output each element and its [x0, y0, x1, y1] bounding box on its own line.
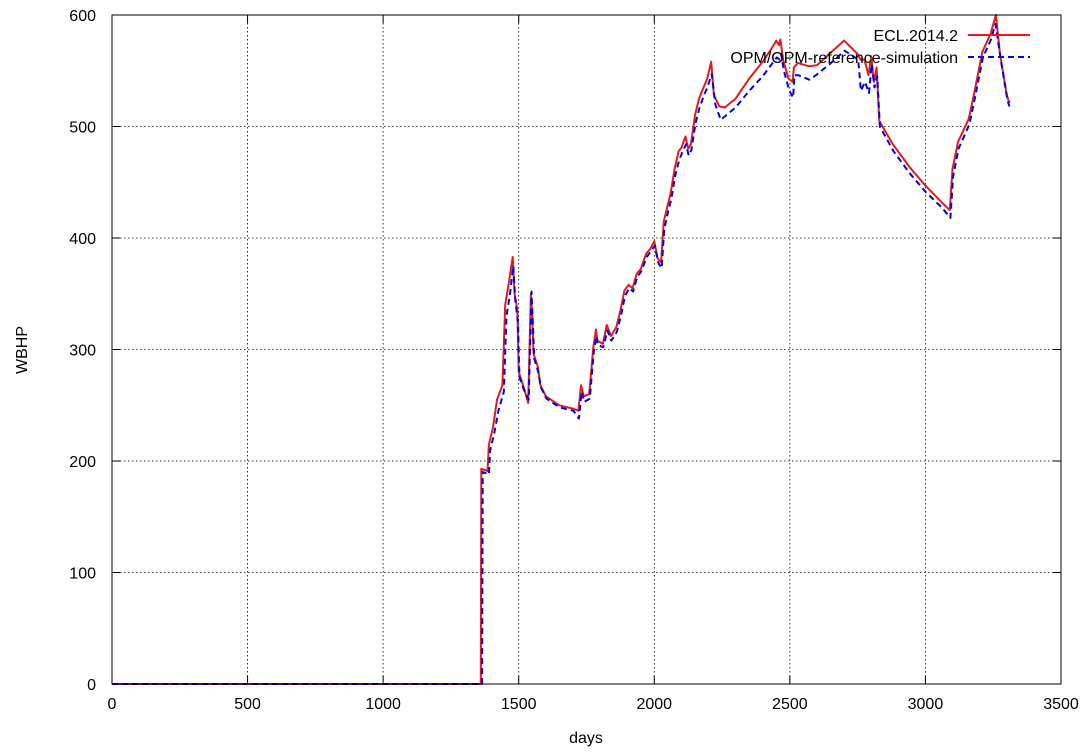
- x-tick-label-2000: 2000: [636, 696, 672, 713]
- x-tick-label-3500: 3500: [1043, 696, 1079, 713]
- axis-ticks: [111, 14, 1062, 685]
- x-tick-label-3000: 3000: [908, 696, 944, 713]
- y-tick-label-100: 100: [69, 566, 96, 583]
- y-tick-label-500: 500: [69, 120, 96, 137]
- x-tick-label-2500: 2500: [772, 696, 808, 713]
- y-tick-label-0: 0: [87, 677, 96, 694]
- y-tick-label-400: 400: [69, 231, 96, 248]
- plot-frame: [111, 14, 1062, 685]
- series-line-1: [112, 22, 1011, 685]
- y-tick-label-600: 600: [69, 8, 96, 25]
- x-axis-title: days: [569, 730, 603, 747]
- legend: ECL.2014.2 OPM/OPM-reference-simulation: [730, 28, 1030, 67]
- x-tick-label-1500: 1500: [501, 696, 537, 713]
- y-tick-label-300: 300: [69, 343, 96, 360]
- y-tick-label-200: 200: [69, 454, 96, 471]
- grid-lines: [112, 15, 1061, 684]
- y-axis-title: WBHP: [14, 326, 31, 374]
- x-tick-label-1000: 1000: [365, 696, 401, 713]
- legend-label-ecl: ECL.2014.2: [873, 28, 958, 45]
- x-tick-label-0: 0: [108, 696, 117, 713]
- series-lines: [112, 14, 1011, 685]
- legend-label-opm: OPM/OPM-reference-simulation: [730, 50, 958, 67]
- x-tick-label-500: 500: [234, 696, 261, 713]
- axis-tick-labels: 0 500 1000 1500 2000 2500 3000 3500 0 100 200 300 40…: [69, 8, 1079, 713]
